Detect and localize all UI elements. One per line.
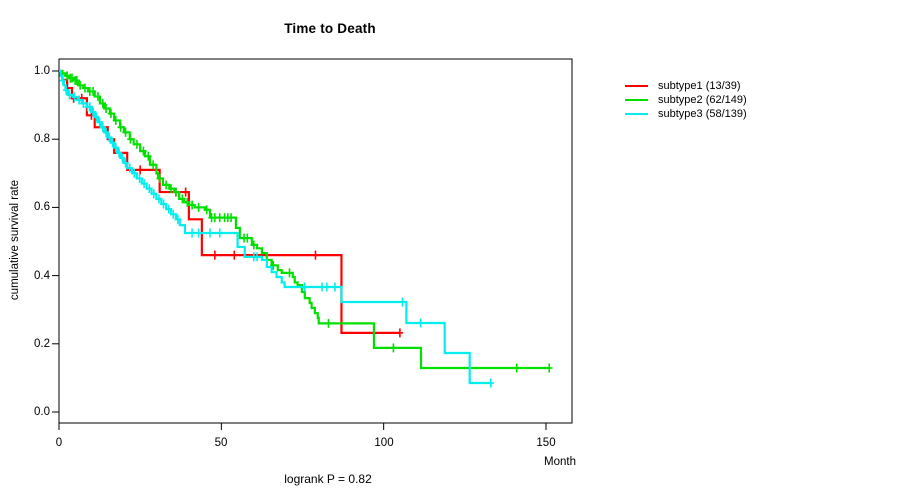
subtype1-line-swatch — [625, 85, 648, 87]
ytick-0.0: 0.0 — [34, 406, 50, 418]
legend-label-subtype1: subtype1 (13/39) — [658, 80, 741, 92]
xtick-100: 100 — [374, 437, 394, 449]
legend-label-subtype2: subtype2 (62/149) — [658, 94, 747, 106]
y-axis-title: cumulative survival rate — [9, 179, 21, 301]
ytick-0.6: 0.6 — [34, 201, 50, 213]
plot-box — [58, 58, 573, 424]
survival-curve-subtype2 — [59, 69, 550, 370]
ytick-0.4: 0.4 — [34, 270, 50, 282]
legend-row-subtype1: subtype1 (13/39) — [625, 79, 747, 93]
ytick-0.2: 0.2 — [34, 338, 50, 350]
logrank-p-annotation: logrank P = 0.82 — [284, 472, 372, 486]
legend: subtype1 (13/39) subtype2 (62/149) subty… — [625, 79, 747, 121]
ytick-0.8: 0.8 — [34, 133, 50, 145]
ytick-1.0: 1.0 — [34, 65, 50, 77]
subtype3-line-swatch — [625, 113, 648, 115]
xtick-0: 0 — [55, 437, 63, 449]
legend-row-subtype2: subtype2 (62/149) — [625, 93, 747, 107]
xtick-150: 150 — [536, 437, 556, 449]
legend-label-subtype3: subtype3 (58/139) — [658, 108, 747, 120]
xtick-50: 50 — [214, 437, 228, 449]
subtype2-line-swatch — [625, 99, 648, 101]
x-axis-title: Month — [544, 456, 576, 468]
legend-row-subtype3: subtype3 (58/139) — [625, 107, 747, 121]
chart-title: Time to Death — [284, 21, 376, 36]
survival-curve-subtype3 — [59, 69, 491, 385]
